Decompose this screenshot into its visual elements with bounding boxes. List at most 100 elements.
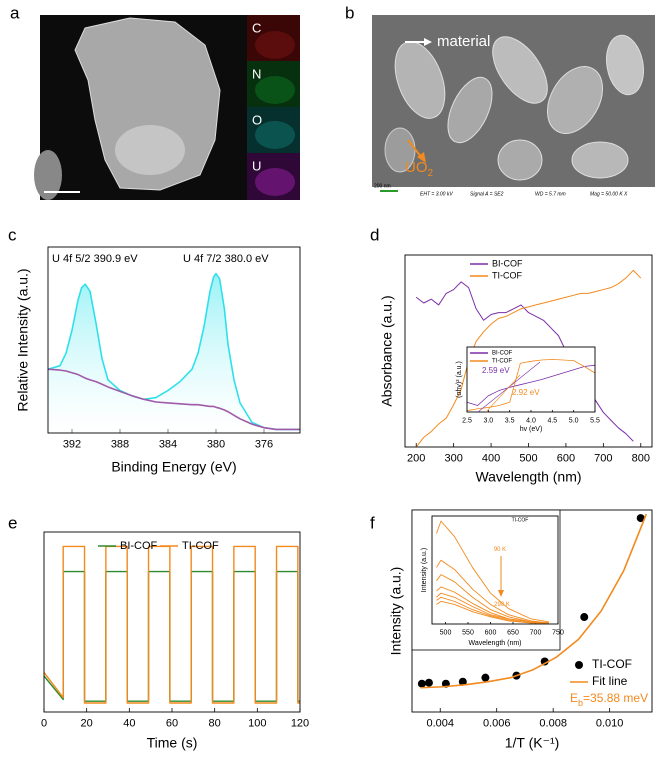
legend-label: BI-COF (492, 258, 523, 268)
panel-label: a (10, 3, 20, 22)
x-axis-label: 1/T (K⁻¹) (505, 735, 560, 751)
plot-frame (404, 254, 653, 448)
annotation-text: 2.59 eV (482, 366, 510, 375)
panel-label: c (8, 225, 17, 244)
annotation: 90 K (494, 547, 506, 553)
x-tick-label: 2.5 (462, 417, 472, 424)
image-info: WD = 5.7 mm (535, 191, 566, 197)
annotation: Eb=35.88 meV (570, 691, 648, 708)
label-text: UO (405, 159, 428, 176)
x-tick-label: 60 (166, 718, 178, 730)
annotation: 298 K (494, 602, 510, 608)
plot-frame (466, 346, 596, 413)
plot-frame (431, 515, 559, 625)
x-tick-label: 384 (159, 439, 177, 451)
x-tick-label: 4.0 (526, 417, 536, 424)
data-point (481, 673, 490, 682)
x-tick-label: 0 (41, 718, 47, 730)
x-tick-label: 5.5 (590, 417, 600, 424)
line (436, 600, 549, 624)
image-info: Mag = 50.00 K X (590, 191, 628, 197)
flake-highlight (115, 125, 185, 175)
x-tick-label: 200 (407, 453, 425, 465)
arrow (407, 139, 423, 159)
y-axis-label: Relative Intensity (a.u.) (15, 268, 31, 411)
legend-label: Fit line (592, 674, 628, 688)
annotation: 2.59 eV (482, 366, 510, 375)
x-tick-label: 392 (63, 439, 81, 451)
line (43, 570, 300, 702)
x-tick-label: 4.5 (547, 417, 557, 424)
annotation: 2.92 eV (512, 388, 540, 397)
annotation-text: U 4f 7/2 380.0 eV (183, 253, 269, 265)
crystal (547, 66, 603, 134)
x-tick-label: 0.010 (596, 718, 624, 730)
annotation-text: E (570, 691, 578, 705)
chart: 2.5 3.0 3.5 4.0 4.5 5.0 5.5 hv (eV) (αhv)² (a.u.… (456, 346, 600, 433)
x-axis-label: Time (s) (147, 735, 198, 751)
panel-label: d (370, 225, 379, 244)
line (420, 513, 648, 689)
chart: 392 388 384 380 376 Binding Energy (eV) Relati… (15, 246, 301, 475)
x-tick-label: 80 (209, 718, 221, 730)
x-axis-label: Wavelength (nm) (468, 640, 521, 647)
chart-title: TI-COF (512, 517, 529, 523)
tangent (485, 374, 521, 413)
x-tick-label: 600 (485, 629, 497, 636)
chart: 0.004 0.006 0.008 0.010 1/T (K⁻¹) Intensity (… (388, 509, 653, 751)
crystal (447, 76, 493, 144)
annotation-text: 90 K (494, 547, 506, 553)
annotation-suffix: =35.88 meV (583, 691, 648, 705)
y-axis-label: (αhv)² (a.u.) (456, 361, 463, 398)
arrow-head (424, 38, 432, 46)
data-point (458, 677, 467, 686)
info-strip (372, 187, 655, 200)
x-tick-label: 120 (291, 718, 309, 730)
x-axis-label: Binding Energy (eV) (111, 459, 236, 475)
plot-frame (43, 531, 301, 713)
line (43, 545, 300, 704)
legend-label: TI-COF (492, 270, 522, 280)
x-tick-label: 388 (111, 439, 129, 451)
chart: 0 20 40 60 80 100 120 Time (s) BI-COF TI-COF (41, 531, 309, 751)
annotation-text: 298 K (494, 602, 510, 608)
x-tick-label: 376 (255, 439, 273, 451)
inset-background (467, 347, 595, 412)
x-tick-label: 20 (81, 718, 93, 730)
legend-label: BI-COF (120, 540, 158, 552)
x-tick-label: 5.0 (569, 417, 579, 424)
annotation: U 4f 7/2 380.0 eV (183, 253, 269, 265)
line (47, 272, 300, 431)
x-tick-label: 700 (530, 629, 542, 636)
x-tick-label: 500 (440, 629, 452, 636)
x-tick-label: 3.0 (483, 417, 493, 424)
x-tick-label: 3.5 (505, 417, 515, 424)
data-point (580, 613, 589, 622)
arrow-label: UO2 (405, 159, 434, 179)
chart: 200 300 400 500 600 700 800 Wavelength (nm) Abso… (379, 254, 653, 485)
x-tick-label: 0.006 (483, 718, 511, 730)
map-texture (255, 168, 295, 196)
map-label: N (252, 66, 261, 81)
x-tick-label: 400 (482, 453, 500, 465)
line (47, 368, 300, 431)
line (436, 520, 550, 623)
map-texture (255, 76, 295, 104)
x-tick-label: 0.004 (426, 718, 454, 730)
data-point (417, 679, 426, 688)
legend-label: TI-COF (592, 657, 632, 671)
legend-label: TI-COF (492, 359, 512, 365)
map-label: U (252, 158, 261, 173)
y-axis-label: Intensity (a.u.) (388, 567, 404, 656)
area (48, 273, 300, 433)
flake-edge (34, 150, 62, 200)
scale-bar-label: 200 nm (374, 183, 391, 189)
x-tick-label: 300 (444, 453, 462, 465)
y-axis-label: Absorbance (a.u.) (379, 295, 395, 406)
inset-arrow-group (477, 361, 541, 597)
data-point (636, 514, 645, 523)
panel-label: e (8, 513, 17, 532)
x-tick-label: 0.008 (539, 718, 567, 730)
panel-label: f (370, 513, 375, 532)
